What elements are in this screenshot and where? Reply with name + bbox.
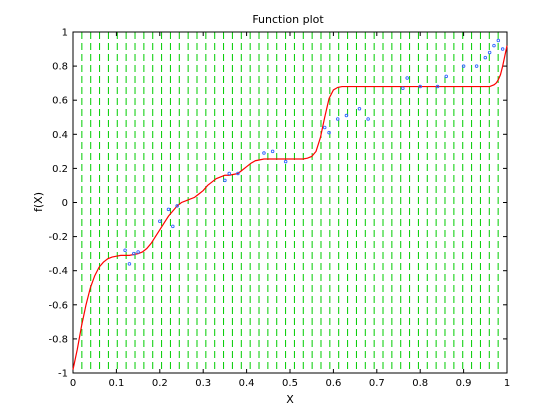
x-tick-label-9: 0.9	[456, 378, 472, 389]
x-tick-label-7: 0.7	[369, 378, 385, 389]
y-tick-label-9: 0.8	[52, 62, 68, 73]
data-point-15	[327, 130, 331, 135]
y-tick-label-2: -0.6	[48, 300, 68, 311]
chart-title: Function plot	[252, 13, 324, 26]
x-tick-label-8: 0.8	[412, 378, 428, 389]
y-tick-label-7: 0.4	[52, 130, 68, 141]
data-point-1	[127, 262, 132, 266]
data-point-21	[405, 76, 409, 80]
data-point-29	[492, 43, 496, 48]
data-point-28	[487, 50, 492, 55]
series-layer	[72, 38, 508, 370]
data-point-20	[401, 86, 405, 91]
y-tick-label-3: -0.4	[48, 266, 68, 277]
data-point-13	[283, 159, 288, 164]
data-point-5	[166, 207, 171, 212]
y-axis-ticks: -1 -0.8 -0.6 -0.4 -0.2 0 0.2 0.4 0.6 0.8 1	[48, 28, 507, 380]
y-axis-label: f(X)	[32, 192, 45, 212]
y-tick-label-6: 0.2	[52, 164, 68, 175]
y-tick-label-8: 0.6	[52, 96, 68, 107]
x-tick-label-6: 0.6	[325, 378, 341, 389]
y-tick-label-1: -0.8	[48, 334, 68, 345]
data-point-23	[435, 84, 440, 89]
data-point-6	[171, 224, 175, 229]
data-point-31	[500, 47, 505, 51]
y-tick-label-0: -1	[58, 369, 68, 380]
x-axis-label: X	[286, 393, 294, 406]
data-point-12	[270, 149, 275, 154]
x-tick-label-4: 0.4	[239, 378, 255, 389]
y-tick-label-4: -0.2	[48, 232, 68, 243]
data-point-2	[132, 251, 136, 256]
data-point-25	[461, 64, 466, 68]
data-point-3	[136, 250, 140, 254]
data-point-26	[474, 64, 479, 68]
x-tick-label-10: 1	[504, 378, 510, 389]
data-point-4	[158, 219, 162, 224]
y-tick-label-10: 1	[62, 28, 68, 39]
data-point-11	[262, 151, 266, 155]
plot-frame	[72, 31, 508, 374]
data-point-19	[366, 117, 370, 121]
x-tick-label-5: 0.5	[282, 378, 298, 389]
x-tick-label-3: 0.3	[195, 378, 211, 389]
y-tick-label-5: 0	[62, 198, 68, 209]
data-point-7	[175, 204, 179, 208]
x-tick-label-0: 0	[70, 378, 76, 389]
data-point-24	[444, 74, 448, 79]
x-axis-ticks: 0 0.1 0.2 0.3 0.4 0.5 0.6 0.7 0.8 0.9 1	[70, 32, 510, 389]
data-point-14	[322, 125, 327, 130]
x-tick-label-2: 0.2	[152, 378, 168, 389]
data-point-30	[496, 38, 501, 43]
data-point-10	[236, 171, 240, 176]
data-point-18	[357, 106, 362, 111]
data-point-0	[123, 248, 127, 252]
data-point-8	[223, 178, 227, 183]
data-point-16	[335, 117, 340, 121]
data-point-9	[227, 171, 231, 176]
data-point-17	[344, 113, 349, 118]
data-point-27	[483, 55, 488, 60]
fitted-curve	[72, 45, 508, 370]
data-point-22	[418, 84, 422, 89]
x-tick-label-1: 0.1	[108, 378, 124, 389]
vertical-lines	[81, 32, 499, 373]
